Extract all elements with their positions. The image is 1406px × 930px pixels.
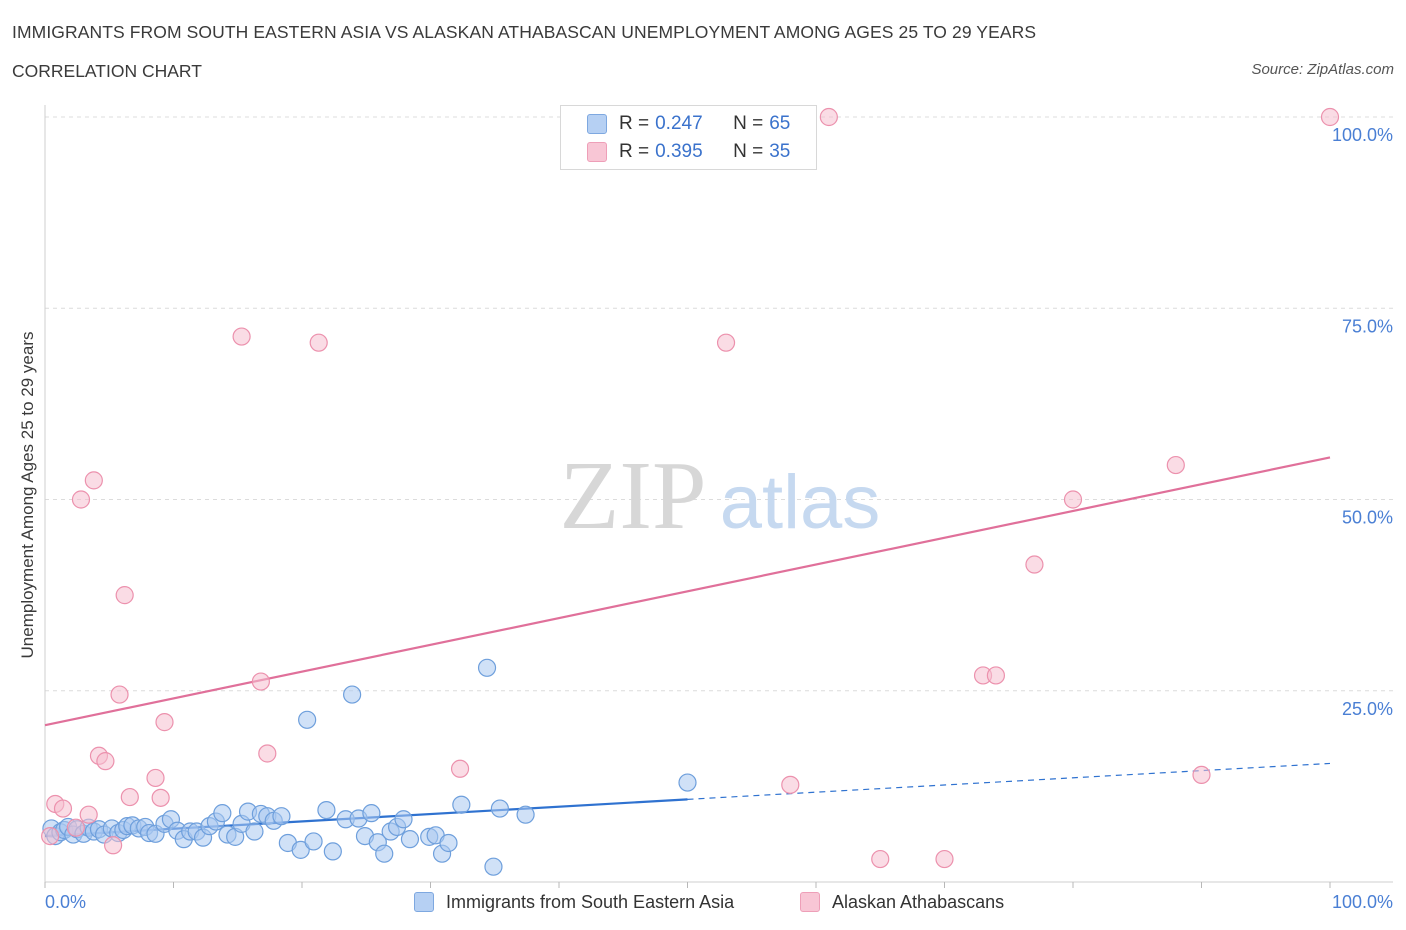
legend-r-value: 0.247 bbox=[655, 113, 703, 134]
blue-data-point bbox=[452, 795, 471, 814]
blue-data-point bbox=[484, 857, 503, 876]
bottom-legend-swatch-pink bbox=[800, 892, 820, 912]
blue-data-point bbox=[317, 800, 336, 820]
blue-data-point bbox=[439, 833, 458, 853]
pink-data-point bbox=[450, 759, 470, 778]
blue-data-point bbox=[362, 804, 381, 823]
points-layer bbox=[41, 107, 1340, 876]
pink-data-point bbox=[309, 333, 328, 352]
legend-r-label: R = bbox=[619, 113, 650, 134]
blue-data-point bbox=[298, 710, 317, 729]
blue-data-point bbox=[400, 830, 420, 849]
watermark-zip: ZIP bbox=[560, 442, 707, 550]
blue-data-point bbox=[343, 685, 362, 704]
legend-r-value: 0.395 bbox=[655, 141, 703, 162]
blue-data-point bbox=[323, 842, 342, 861]
y-tick-label: 25.0% bbox=[1342, 699, 1393, 719]
blue-data-point bbox=[272, 807, 291, 826]
blue-data-point bbox=[245, 822, 264, 841]
y-tick-label: 100.0% bbox=[1332, 125, 1393, 145]
pink-data-point bbox=[986, 666, 1006, 685]
source-label: Source: ZipAtlas.com bbox=[1251, 61, 1394, 78]
pink-data-point bbox=[104, 836, 123, 855]
tick-layer: 25.0% 50.0% 75.0% 100.0% 0.0% 100.0% bbox=[45, 125, 1393, 912]
pink-data-point bbox=[1320, 107, 1340, 127]
grid-layer bbox=[45, 116, 1393, 692]
blue-data-point bbox=[477, 658, 497, 677]
blue-data-point bbox=[678, 773, 697, 792]
blue-trend-extension bbox=[687, 762, 1331, 800]
legend-n-value: 35 bbox=[769, 141, 791, 162]
legend-row-pink: R = 0.395 N = 35 bbox=[561, 138, 790, 166]
axis-layer bbox=[44, 105, 1393, 888]
bottom-legend-label-pink: Alaskan Athabascans bbox=[832, 891, 1005, 912]
pink-data-point bbox=[258, 744, 277, 763]
pink-data-point bbox=[871, 849, 890, 869]
blue-data-point bbox=[291, 840, 310, 859]
pink-data-point bbox=[155, 713, 174, 732]
watermark: ZIP atlas bbox=[560, 442, 881, 550]
y-axis-label: Unemployment Among Ages 25 to 29 years bbox=[18, 332, 37, 659]
pink-data-point bbox=[84, 471, 103, 490]
legend-swatch-pink bbox=[587, 142, 607, 162]
bottom-legend-item-pink: Alaskan Athabascans bbox=[800, 890, 1004, 914]
pink-data-point bbox=[935, 849, 954, 869]
pink-data-point bbox=[96, 752, 115, 771]
blue-data-point bbox=[213, 804, 232, 823]
pink-data-point bbox=[115, 586, 134, 605]
pink-data-point bbox=[1063, 490, 1083, 509]
pink-data-point bbox=[41, 826, 60, 846]
pink-data-point bbox=[151, 788, 170, 807]
bottom-legend-label-blue: Immigrants from South Eastern Asia bbox=[446, 891, 735, 912]
pink-data-point bbox=[716, 333, 736, 352]
pink-data-point bbox=[71, 490, 91, 509]
legend-n-label: N = bbox=[733, 113, 764, 134]
y-tick-label: 50.0% bbox=[1342, 508, 1393, 528]
watermark-atlas: atlas bbox=[720, 460, 881, 545]
x-tick-label: 100.0% bbox=[1332, 892, 1393, 912]
pink-data-point bbox=[1166, 455, 1185, 475]
pink-data-point bbox=[79, 805, 98, 824]
chart-title: IMMIGRANTS FROM SOUTH EASTERN ASIA VS AL… bbox=[12, 22, 1037, 42]
bottom-legend-item-blue: Immigrants from South Eastern Asia bbox=[414, 890, 734, 914]
pink-data-point bbox=[1192, 765, 1211, 785]
pink-data-point bbox=[251, 672, 270, 691]
x-tick-label: 0.0% bbox=[45, 892, 86, 912]
pink-data-point bbox=[53, 799, 73, 818]
pink-data-point bbox=[819, 107, 838, 127]
pink-data-point bbox=[110, 685, 129, 704]
blue-data-point bbox=[304, 832, 323, 851]
blue-data-point bbox=[375, 844, 394, 863]
blue-data-point bbox=[490, 799, 509, 818]
pink-data-point bbox=[232, 327, 251, 346]
correlation-legend: R = 0.247 N = 65 R = 0.395 N = 35 bbox=[560, 105, 817, 170]
blue-data-point bbox=[394, 810, 413, 829]
pink-data-point bbox=[146, 768, 165, 788]
legend-n-value: 65 bbox=[769, 113, 791, 134]
pink-data-point bbox=[1025, 555, 1044, 574]
legend-row-blue: R = 0.247 N = 65 bbox=[561, 110, 790, 138]
legend-n-label: N = bbox=[733, 141, 764, 162]
blue-data-point bbox=[516, 805, 535, 824]
legend-swatch-blue bbox=[587, 114, 607, 134]
pink-data-point bbox=[781, 775, 800, 794]
y-tick-label: 75.0% bbox=[1342, 316, 1393, 336]
legend-r-label: R = bbox=[619, 141, 650, 162]
pink-data-point bbox=[120, 787, 139, 807]
pink-data-point bbox=[66, 818, 85, 837]
bottom-legend-swatch-blue bbox=[414, 892, 434, 912]
chart-subtitle: CORRELATION CHART bbox=[12, 61, 202, 81]
